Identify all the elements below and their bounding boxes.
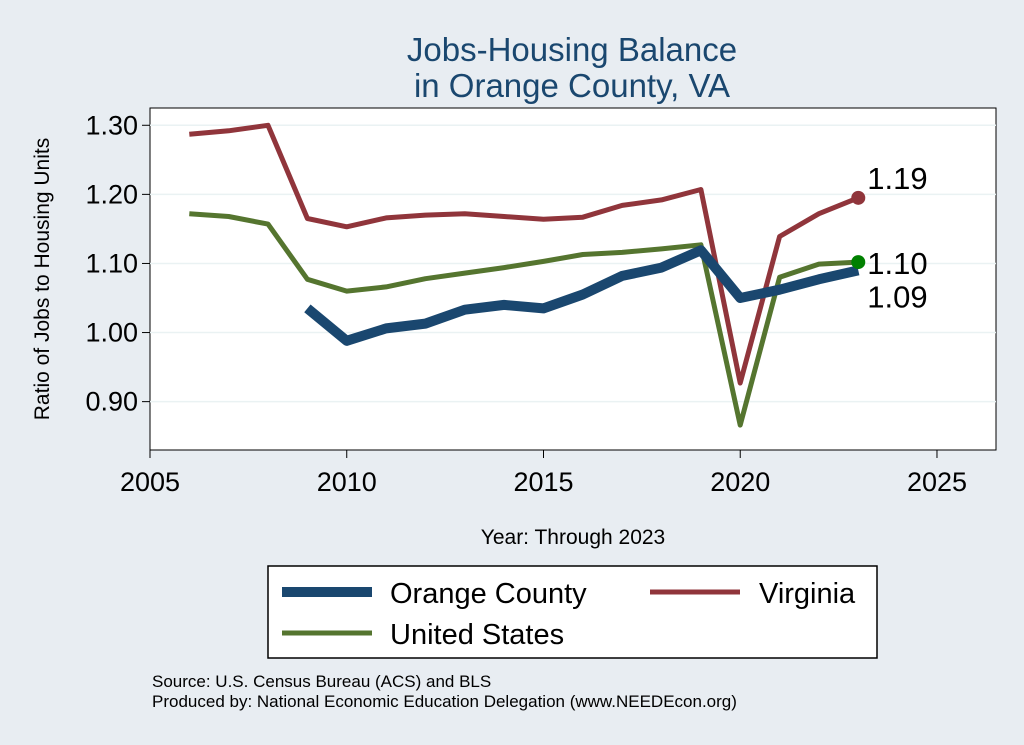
end-label-united-states: 1.10: [867, 246, 927, 281]
end-marker-united-states: [851, 255, 866, 270]
x-tick-label: 2020: [710, 467, 770, 497]
series-line-united-states: [189, 211, 859, 428]
source-note: Source: U.S. Census Bureau (ACS) and BLS: [152, 672, 492, 691]
legend-label-orange-county: Orange County: [390, 578, 587, 610]
x-axis-label: Year: Through 2023: [481, 526, 666, 549]
plot-area: [149, 107, 997, 451]
y-tick-label: 0.90: [85, 387, 138, 417]
end-markers: 1.09 1.19 1.10: [851, 161, 928, 314]
end-marker-virginia: [851, 190, 866, 205]
y-tick-label: 1.20: [85, 179, 138, 209]
x-tick-label: 2010: [317, 467, 377, 497]
chart-title-line-1: Jobs-Housing Balance: [406, 31, 738, 68]
y-tick-label: 1.30: [85, 110, 138, 140]
x-tick-label: 2005: [120, 467, 180, 497]
x-tick-label: 2025: [907, 467, 967, 497]
legend-label-united-states: United States: [390, 619, 564, 651]
legend-label-virginia: Virginia: [759, 578, 856, 610]
x-tick-label: 2015: [513, 467, 573, 497]
y-tick-label: 1.10: [85, 248, 138, 278]
series-line-virginia: [189, 122, 860, 386]
series-lines: [189, 122, 860, 428]
end-label-orange-county: 1.09: [867, 279, 927, 314]
producer-note: Produced by: National Economic Education…: [152, 692, 737, 711]
end-label-virginia: 1.19: [867, 161, 927, 196]
legend-box: [267, 565, 878, 659]
axes: 0.90 1.00 1.10 1.20 1.30 2005 2010 2015 2020 2025: [85, 110, 967, 497]
series-line-orange-county: [304, 245, 860, 346]
chart-title-line-2: in Orange County, VA: [413, 67, 731, 104]
legend: Orange County Virginia United States: [267, 565, 878, 659]
y-tick-label: 1.00: [85, 318, 138, 348]
y-axis-label: Ratio of Jobs to Housing Units: [31, 138, 54, 420]
